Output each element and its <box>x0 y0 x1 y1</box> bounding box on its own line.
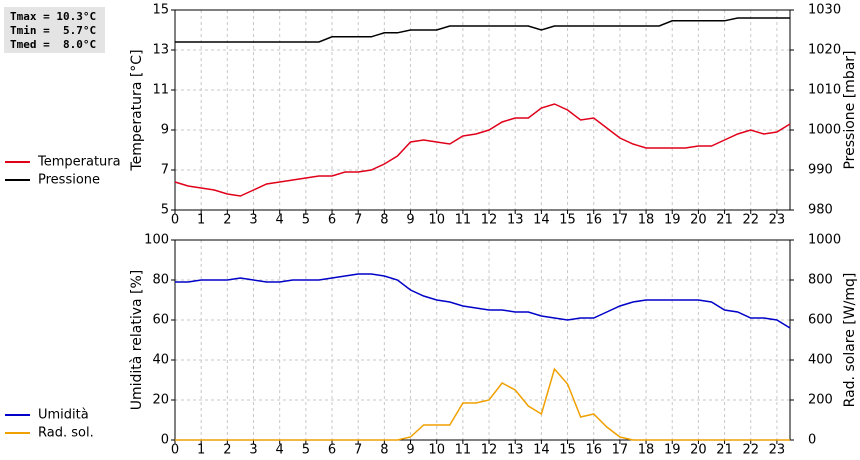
y2-tick-label: 1020 <box>808 43 841 58</box>
legend-label: Rad. sol. <box>38 426 94 441</box>
y-tick-label: 11 <box>152 83 169 98</box>
x-tick-label: 2 <box>223 443 231 458</box>
x-tick-label: 19 <box>664 213 681 228</box>
x-tick-label: 22 <box>742 213 759 228</box>
stat-text: Tmax = 10.3°C <box>10 10 96 23</box>
x-tick-label: 20 <box>690 443 707 458</box>
x-tick-label: 6 <box>328 213 336 228</box>
x-tick-label: 23 <box>769 213 786 228</box>
y2-axis-label: Rad. solare [W/mq] <box>842 273 858 408</box>
y-tick-label: 7 <box>161 163 169 178</box>
legend-label: Temperatura <box>37 155 121 170</box>
y-tick-label: 9 <box>161 123 169 138</box>
x-tick-label: 0 <box>171 443 179 458</box>
y-tick-label: 40 <box>152 353 169 368</box>
x-tick-label: 14 <box>533 213 550 228</box>
x-tick-label: 10 <box>428 443 445 458</box>
x-tick-label: 0 <box>171 213 179 228</box>
y2-tick-label: 1000 <box>808 233 841 248</box>
x-tick-label: 8 <box>380 443 388 458</box>
x-tick-label: 10 <box>428 213 445 228</box>
legend-label: Umidità <box>38 408 89 423</box>
y2-tick-label: 600 <box>808 313 833 328</box>
x-tick-label: 20 <box>690 213 707 228</box>
x-tick-label: 4 <box>276 443 284 458</box>
x-tick-label: 13 <box>507 443 524 458</box>
x-tick-label: 8 <box>380 213 388 228</box>
x-tick-label: 7 <box>354 443 362 458</box>
x-tick-label: 16 <box>585 213 602 228</box>
plot-frame <box>174 9 791 211</box>
series-line <box>175 367 790 441</box>
stats-box <box>4 7 105 53</box>
x-tick-label: 1 <box>197 443 205 458</box>
y-axis-label: Umidità relativa [%] <box>129 270 145 411</box>
series-line <box>175 17 790 43</box>
x-tick-label: 23 <box>769 443 786 458</box>
x-tick-label: 7 <box>354 213 362 228</box>
series-line <box>175 273 791 329</box>
y2-tick-label: 1000 <box>808 123 841 138</box>
x-tick-label: 21 <box>716 443 733 458</box>
x-tick-label: 13 <box>507 213 524 228</box>
y-tick-label: 5 <box>161 203 169 218</box>
x-tick-label: 15 <box>559 213 576 228</box>
x-tick-label: 14 <box>533 443 550 458</box>
x-tick-label: 11 <box>455 213 472 228</box>
y2-tick-label: 1010 <box>808 83 841 98</box>
x-tick-label: 12 <box>481 213 498 228</box>
x-tick-label: 17 <box>612 213 629 228</box>
y2-tick-label: 800 <box>808 273 833 288</box>
x-tick-label: 9 <box>406 443 414 458</box>
x-tick-label: 22 <box>742 443 759 458</box>
x-tick-label: 5 <box>302 443 310 458</box>
y2-axis-label: Pressione [mbar] <box>842 50 858 169</box>
y-tick-label: 15 <box>152 3 169 18</box>
y2-tick-label: 0 <box>808 433 816 448</box>
stat-text: Tmed = 8.0°C <box>10 38 96 51</box>
plot-frame <box>174 239 791 441</box>
x-tick-label: 15 <box>559 443 576 458</box>
x-tick-label: 18 <box>638 443 655 458</box>
y-tick-label: 20 <box>152 393 169 408</box>
y-axis-label: Temperatura [°C] <box>129 49 145 171</box>
y2-tick-label: 980 <box>808 203 833 218</box>
x-tick-label: 18 <box>638 213 655 228</box>
x-tick-label: 19 <box>664 443 681 458</box>
y2-tick-label: 200 <box>808 393 833 408</box>
x-tick-label: 21 <box>716 213 733 228</box>
legend-label: Pressione <box>38 173 100 188</box>
x-tick-label: 11 <box>455 443 472 458</box>
x-tick-label: 5 <box>302 213 310 228</box>
y2-tick-label: 1030 <box>808 3 841 18</box>
x-tick-label: 16 <box>585 443 602 458</box>
x-tick-label: 12 <box>481 443 498 458</box>
x-tick-label: 1 <box>197 213 205 228</box>
stat-text: Tmin = 5.7°C <box>10 24 96 37</box>
x-tick-label: 2 <box>223 213 231 228</box>
x-tick-label: 17 <box>612 443 629 458</box>
x-tick-label: 4 <box>276 213 284 228</box>
x-tick-label: 3 <box>249 443 257 458</box>
y-tick-label: 60 <box>152 313 169 328</box>
y-tick-label: 0 <box>161 433 169 448</box>
series-line <box>174 103 791 197</box>
y2-tick-label: 400 <box>808 353 833 368</box>
x-tick-label: 9 <box>406 213 414 228</box>
x-tick-label: 3 <box>249 213 257 228</box>
y-tick-label: 100 <box>144 233 169 248</box>
y2-tick-label: 990 <box>808 163 833 178</box>
y-tick-label: 13 <box>152 43 169 58</box>
x-tick-label: 6 <box>328 443 336 458</box>
y-tick-label: 80 <box>152 273 169 288</box>
